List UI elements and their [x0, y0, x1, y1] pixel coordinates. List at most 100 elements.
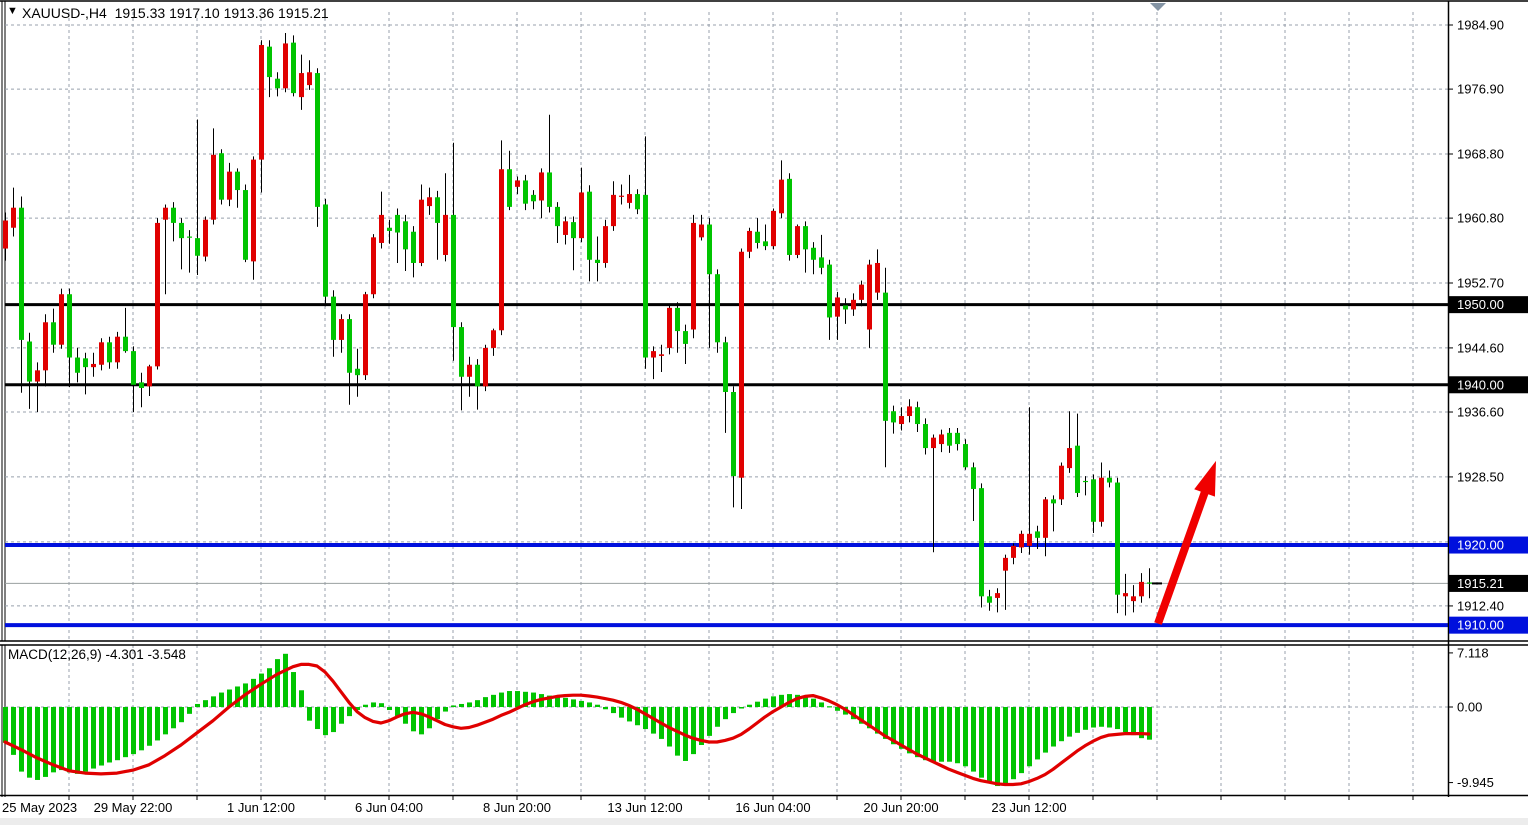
macd-histogram-bar	[579, 700, 584, 707]
candle-bear	[435, 197, 440, 223]
candle-bear	[587, 191, 592, 260]
candle-bull	[419, 199, 424, 263]
candle-bull	[779, 179, 784, 214]
macd-indicator-label: MACD(12,26,9) -4.301 -3.548	[8, 647, 186, 662]
macd-histogram-bar	[763, 698, 768, 707]
candle-bear	[947, 432, 952, 446]
macd-histogram-bar	[203, 700, 208, 707]
time-axis-label: 13 Jun 12:00	[607, 800, 682, 815]
candle-bull	[43, 322, 48, 371]
candle-bull	[3, 220, 8, 249]
macd-histogram-bar	[139, 707, 144, 751]
candle-bear	[723, 342, 728, 392]
macd-histogram-bar	[867, 707, 872, 729]
candle-bear	[131, 351, 136, 385]
candle-bull	[379, 214, 384, 243]
candle-bull	[1027, 533, 1032, 546]
macd-histogram-bar	[1035, 707, 1040, 760]
macd-histogram-bar	[115, 707, 120, 761]
candle-bull	[1131, 596, 1136, 602]
candle-bull	[939, 434, 944, 445]
candle-bear	[235, 171, 240, 191]
macd-signal-line	[3, 662, 1151, 787]
candle-bull	[307, 72, 312, 86]
macd-histogram-bar	[1075, 707, 1080, 733]
candle-bear	[323, 204, 328, 297]
macd-histogram-bar	[915, 707, 920, 758]
candle-bear	[523, 180, 528, 204]
candle-bear	[571, 222, 576, 239]
macd-histogram-bar	[1027, 707, 1032, 767]
buy-arrow-shaft[interactable]	[1154, 485, 1211, 625]
candle-bull	[611, 194, 616, 227]
candle-bull	[747, 230, 752, 252]
candle-bull	[59, 294, 64, 345]
price-tick-label: 1976.90	[1457, 82, 1504, 97]
candle-bear	[883, 292, 888, 421]
candle-bear	[555, 206, 560, 227]
candle-bear	[1083, 480, 1088, 483]
macd-histogram-bar	[299, 690, 304, 707]
candle-bear	[139, 382, 144, 388]
macd-histogram-bar	[1083, 707, 1088, 730]
macd-histogram-bar	[123, 707, 128, 758]
macd-histogram-bar	[515, 691, 520, 707]
candle-bear	[843, 305, 848, 310]
price-tick-label: 1952.70	[1457, 276, 1504, 291]
candle-bear	[475, 364, 480, 387]
candle-bull	[659, 354, 664, 356]
macd-histogram-bar	[187, 707, 192, 714]
candle-bull	[875, 262, 880, 293]
macd-histogram-bar	[819, 702, 824, 707]
candle-bear	[315, 73, 320, 207]
candle-bull	[371, 237, 376, 295]
macd-histogram-bar	[1091, 707, 1096, 728]
macd-histogram-bar	[411, 707, 416, 732]
candle-bear	[755, 231, 760, 243]
macd-tick-label: 0.00	[1457, 700, 1482, 715]
panel-separator[interactable]	[0, 641, 1528, 645]
candle-bear	[1115, 482, 1120, 595]
macd-histogram-bar	[1043, 707, 1048, 753]
candle-bull	[691, 222, 696, 330]
time-axis-label: 20 Jun 20:00	[863, 800, 938, 815]
candle-bear	[507, 169, 512, 207]
macd-histogram-bar	[163, 707, 168, 735]
candle-bull	[563, 221, 568, 235]
macd-histogram-bar	[227, 689, 232, 707]
candle-bear	[291, 42, 296, 94]
candle-bear	[107, 342, 112, 363]
candle-bull	[443, 214, 448, 255]
candle-bear	[891, 411, 896, 423]
macd-histogram-bar	[779, 694, 784, 707]
last-price-dash	[1152, 582, 1162, 585]
candle-bull	[899, 416, 904, 425]
macd-histogram-bar	[267, 668, 272, 707]
candle-bear	[819, 257, 824, 268]
candle-bear	[179, 222, 184, 239]
macd-histogram-bar	[491, 694, 496, 707]
macd-histogram-bar	[147, 707, 152, 746]
candle-bull	[667, 307, 672, 348]
buy-arrow-head[interactable]	[1194, 460, 1216, 497]
candle-bear	[1147, 582, 1152, 584]
candle-bull	[11, 207, 16, 228]
candle-bear	[715, 274, 720, 343]
candle-bear	[83, 358, 88, 368]
candle-bull	[147, 366, 152, 387]
macd-histogram-bar	[283, 653, 288, 707]
macd-histogram-bar	[155, 707, 160, 741]
macd-histogram-bar	[875, 707, 880, 734]
price-tick-label: 1960.80	[1457, 211, 1504, 226]
symbol-dropdown-icon[interactable]: ▼	[7, 5, 18, 17]
macd-histogram-bar	[363, 704, 368, 707]
candle-bear	[595, 259, 600, 263]
candle-bear	[531, 194, 536, 202]
macd-histogram-bar	[3, 707, 8, 743]
candle-bear	[27, 341, 32, 382]
candle-bull	[859, 284, 864, 300]
candle-bull	[283, 43, 288, 89]
macd-histogram-bar	[1019, 707, 1024, 774]
